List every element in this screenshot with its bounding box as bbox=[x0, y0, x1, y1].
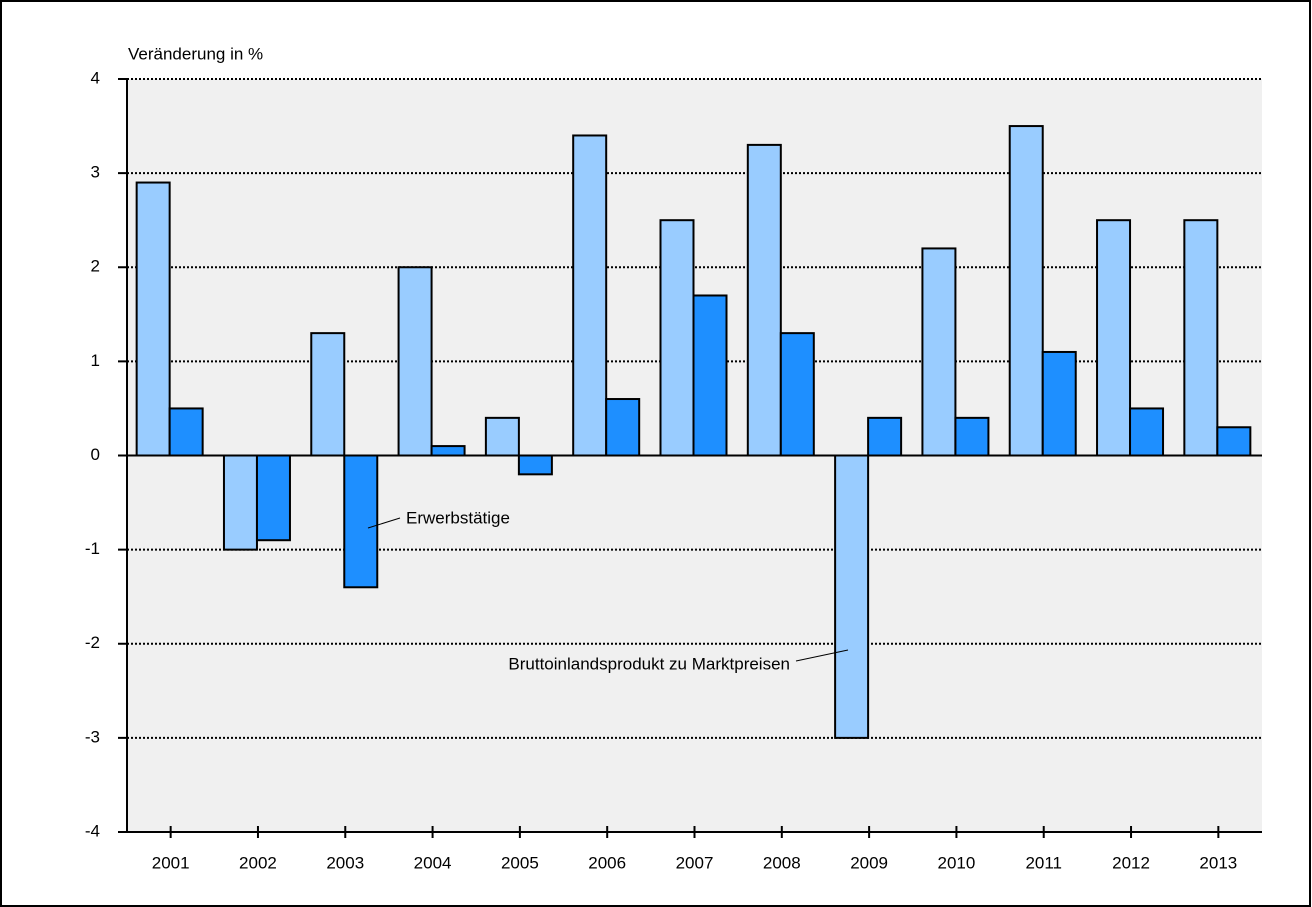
bar bbox=[954, 416, 990, 457]
y-tick-label: 2 bbox=[91, 257, 100, 276]
bar bbox=[484, 416, 520, 457]
x-tick-label: 2009 bbox=[850, 853, 888, 872]
bar bbox=[310, 332, 346, 457]
y-tick-label: 4 bbox=[91, 68, 100, 87]
bar bbox=[1096, 219, 1132, 457]
y-tick-label: 1 bbox=[91, 351, 100, 370]
x-tick-label: 2005 bbox=[501, 853, 539, 872]
x-tick-label: 2011 bbox=[1025, 853, 1062, 872]
series-label: Bruttoinlandsprodukt zu Marktpreisen bbox=[508, 654, 790, 673]
bar bbox=[1129, 407, 1165, 457]
y-tick-label: 0 bbox=[91, 445, 100, 464]
bar bbox=[746, 143, 782, 457]
x-tick-label: 2003 bbox=[326, 853, 364, 872]
leader-line bbox=[367, 517, 401, 529]
y-tick-label: 3 bbox=[91, 163, 100, 182]
bar bbox=[659, 219, 695, 457]
series-label: Erwerbstätige bbox=[406, 508, 510, 527]
x-tick-label: 2007 bbox=[676, 853, 714, 872]
bar bbox=[397, 266, 433, 457]
bar bbox=[834, 454, 870, 739]
bar bbox=[168, 407, 204, 457]
bar bbox=[1216, 426, 1252, 457]
bar bbox=[343, 454, 379, 589]
x-tick-label: 2001 bbox=[152, 853, 190, 872]
x-tick-label: 2002 bbox=[239, 853, 277, 872]
x-tick-label: 2006 bbox=[588, 853, 626, 872]
bar bbox=[692, 294, 728, 457]
y-tick-label: -2 bbox=[85, 633, 100, 652]
bar bbox=[430, 445, 466, 457]
bar bbox=[517, 454, 553, 476]
bar bbox=[921, 247, 957, 457]
y-axis-label: Veränderung in % bbox=[128, 44, 263, 63]
y-tick-label: -4 bbox=[85, 821, 100, 840]
bar bbox=[605, 398, 641, 457]
x-tick-label: 2012 bbox=[1112, 853, 1150, 872]
x-tick-label: 2004 bbox=[414, 853, 452, 872]
bar bbox=[1041, 350, 1077, 457]
x-tick-label: 2010 bbox=[938, 853, 976, 872]
bar bbox=[867, 416, 903, 457]
bar bbox=[255, 454, 291, 542]
bar bbox=[572, 134, 608, 457]
x-tick-label: 2013 bbox=[1199, 853, 1237, 872]
y-tick-label: -3 bbox=[85, 727, 100, 746]
bar bbox=[135, 181, 171, 457]
bar bbox=[1008, 125, 1044, 457]
bar bbox=[779, 332, 815, 457]
x-tick-label: 2008 bbox=[763, 853, 801, 872]
bar bbox=[222, 454, 258, 551]
leader-line bbox=[795, 649, 849, 662]
y-tick-label: -1 bbox=[85, 539, 100, 558]
bar bbox=[1183, 219, 1219, 457]
